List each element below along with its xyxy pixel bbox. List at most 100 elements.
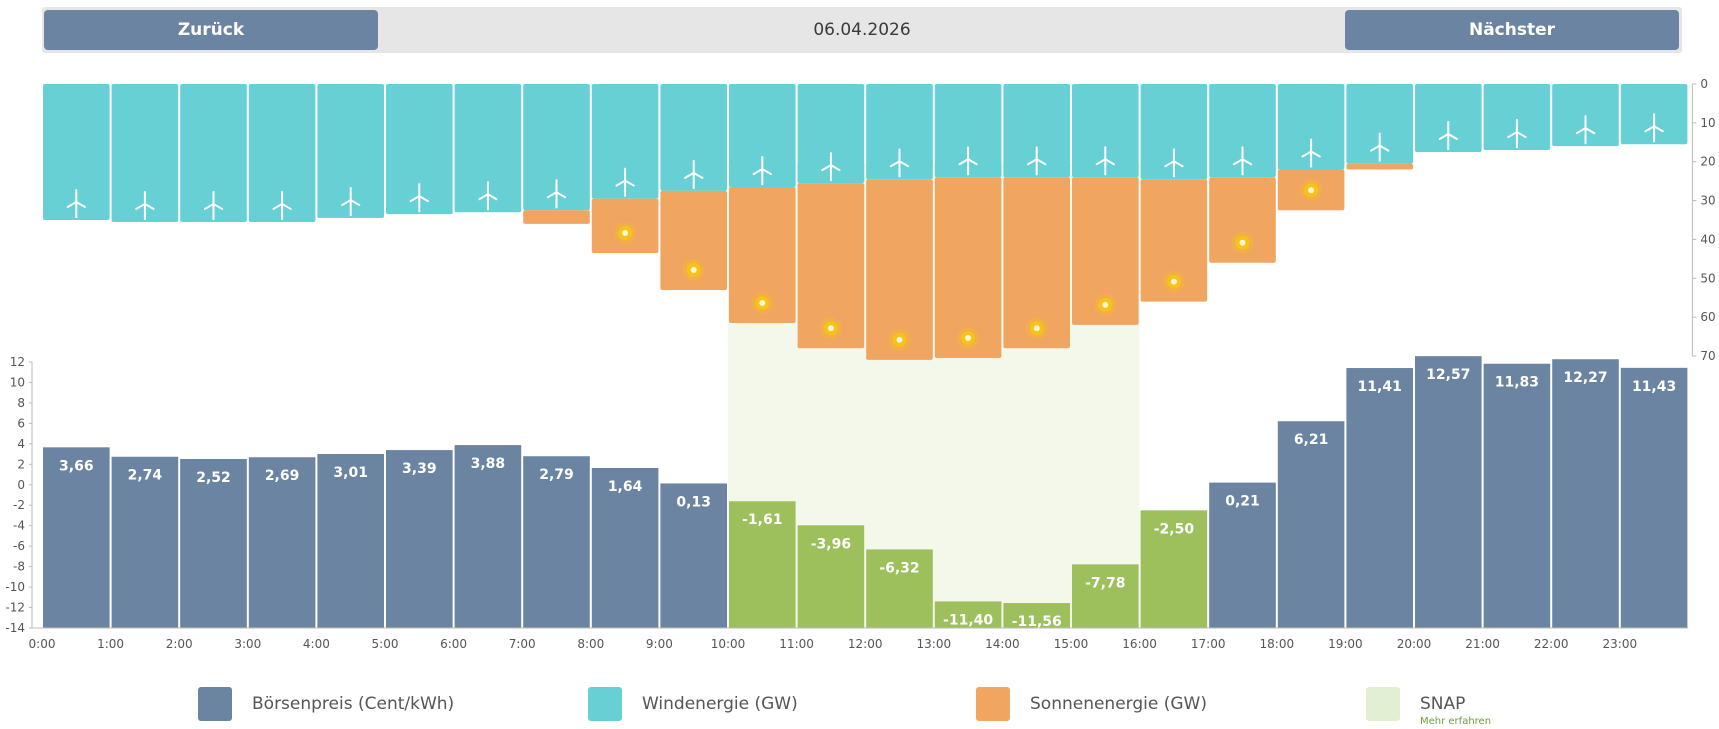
sun-icon — [1300, 179, 1323, 202]
back-button[interactable]: Zurück — [44, 10, 378, 50]
sun-icon — [614, 222, 637, 245]
sun-icon — [1162, 270, 1185, 293]
solar-bar — [934, 177, 1002, 358]
time-tick-label: 14:00 — [985, 637, 1020, 651]
price-bar — [729, 501, 796, 628]
price-value-label: 11,41 — [1358, 379, 1402, 395]
solar-bar — [866, 179, 933, 360]
time-tick-label: 10:00 — [711, 637, 746, 651]
legend: Börsenpreis (Cent/kWh) Windenergie (GW) … — [0, 684, 1719, 729]
wind-turbine-icon — [615, 167, 635, 197]
price-bar — [1483, 363, 1551, 628]
price-tick-label: -12 — [5, 601, 25, 615]
wind-bar — [934, 84, 1002, 178]
price-value-label: -3,96 — [811, 536, 851, 552]
next-button[interactable]: Nächster — [1345, 10, 1679, 50]
legend-swatch-price — [198, 687, 232, 721]
price-value-label: -11,56 — [1012, 614, 1062, 630]
price-tick-label: 12 — [10, 355, 25, 369]
legend-item-price[interactable]: Börsenpreis (Cent/kWh) — [198, 687, 454, 727]
wind-bar — [866, 84, 933, 180]
solar-bar — [1003, 177, 1070, 349]
time-tick-label: 1:00 — [97, 637, 124, 651]
price-bar — [1620, 367, 1688, 628]
price-tick-label: 10 — [10, 375, 25, 389]
price-value-label: 12,27 — [1563, 370, 1607, 386]
wind-turbine-icon — [1027, 146, 1047, 176]
price-value-label: 11,43 — [1632, 379, 1676, 395]
wind-bar — [1552, 84, 1619, 147]
energy-tick-label: 10 — [1700, 116, 1715, 130]
sun-icon — [819, 317, 842, 340]
wind-turbine-icon — [1232, 146, 1253, 176]
price-bar — [454, 445, 522, 628]
legend-label-wind: Windenergie (GW) — [642, 694, 798, 714]
wind-turbine-icon — [272, 190, 292, 220]
solar-bar — [523, 210, 590, 224]
price-tick-label: -10 — [5, 580, 25, 594]
price-value-label: -7,78 — [1085, 575, 1125, 591]
price-bar — [248, 457, 316, 628]
wind-turbine-icon — [1301, 138, 1321, 168]
wind-turbine-icon — [889, 148, 910, 178]
time-tick-label: 23:00 — [1603, 637, 1638, 651]
time-tick-label: 19:00 — [1328, 637, 1363, 651]
energy-tick-label: 30 — [1700, 194, 1715, 208]
wind-bar — [591, 84, 659, 199]
price-bar — [797, 525, 865, 628]
solar-bar — [1346, 163, 1413, 170]
date-navigation-bar: Zurück 06.04.2026 Nächster — [42, 7, 1682, 53]
price-axis: 12 10 8 6 4 2 0 -2 -4 -6 -8 -10 -12 -14 — [5, 355, 33, 635]
legend-item-snap[interactable]: SNAP Mehr erfahren — [1366, 687, 1491, 727]
price-bar — [386, 450, 453, 628]
price-value-label: -2,50 — [1154, 521, 1195, 537]
time-tick-label: 5:00 — [372, 637, 399, 651]
wind-turbine-icon — [341, 187, 361, 217]
wind-turbine-icon — [478, 181, 498, 211]
price-value-label: 2,74 — [128, 468, 163, 484]
wind-turbine-icon — [203, 190, 224, 220]
wind-turbine-icon — [66, 189, 86, 218]
price-value-label: 0,21 — [1225, 494, 1260, 510]
price-tick-label: -8 — [13, 560, 25, 574]
energy-axis: 0 10 20 30 40 50 60 70 — [1691, 77, 1716, 363]
wind-bar — [386, 84, 453, 215]
price-bar — [1072, 564, 1139, 628]
legend-swatch-solar — [976, 687, 1010, 721]
price-tick-label: 8 — [17, 396, 25, 410]
wind-turbine-icon — [135, 190, 155, 220]
time-tick-label: 21:00 — [1465, 637, 1500, 651]
wind-bar — [1415, 84, 1482, 152]
price-value-label: -6,32 — [879, 560, 919, 576]
wind-turbine-icon — [1438, 121, 1458, 150]
time-tick-label: 11:00 — [779, 637, 814, 651]
legend-label-solar: Sonnenenergie (GW) — [1030, 694, 1207, 714]
wind-turbine-icon — [684, 159, 704, 189]
wind-bar — [1140, 84, 1208, 180]
sun-icon — [888, 328, 911, 351]
solar-bar — [1072, 177, 1139, 325]
price-tick-label: 2 — [17, 457, 25, 471]
time-tick-label: 17:00 — [1191, 637, 1226, 651]
price-bar — [1552, 359, 1619, 628]
price-value-label: 2,52 — [196, 470, 231, 486]
wind-bar — [1346, 84, 1413, 164]
price-bar — [1140, 510, 1208, 628]
legend-item-solar[interactable]: Sonnenenergie (GW) — [976, 687, 1207, 727]
price-tick-label: 6 — [17, 416, 25, 430]
solar-bar — [591, 198, 659, 254]
snap-learn-more-link[interactable]: Mehr erfahren — [1420, 716, 1492, 727]
legend-swatch-snap — [1366, 687, 1400, 721]
price-value-label: 0,13 — [676, 494, 711, 510]
wind-turbine-icon — [821, 152, 841, 182]
legend-item-wind[interactable]: Windenergie (GW) — [588, 687, 798, 727]
price-value-label: -1,61 — [742, 512, 782, 528]
energy-bars — [43, 84, 1688, 360]
price-bar — [1415, 356, 1482, 628]
time-tick-label: 4:00 — [303, 637, 330, 651]
price-value-label: 12,57 — [1426, 367, 1470, 383]
wind-turbine-icon — [1370, 132, 1390, 162]
price-value-label: 2,79 — [539, 467, 574, 483]
price-value-label: 3,39 — [402, 461, 437, 477]
price-bar — [934, 601, 1002, 628]
